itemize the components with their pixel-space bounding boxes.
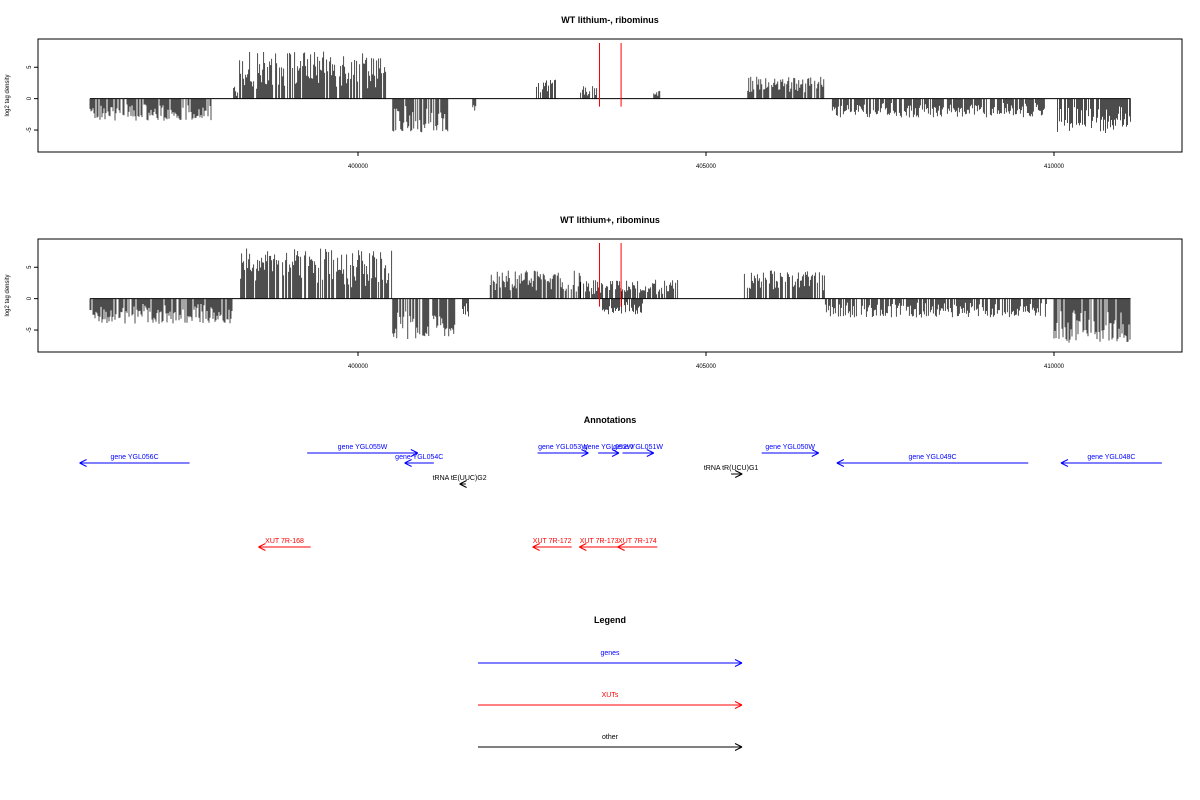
y-axis: -5 0 5 log2 tag density <box>5 65 39 133</box>
y-tick-label: 5 <box>27 265 33 269</box>
x-axis: 400000 405000 410000 <box>348 351 1065 370</box>
x-tick-label: 405000 <box>696 364 717 370</box>
feature-arrow-gene: gene YGL053W <box>537 444 589 457</box>
feature-label: tRNA tE(UUC)G2 <box>433 475 487 482</box>
feature-label: XUT 7R-173 <box>580 538 619 545</box>
legend: Legend genes XUTs other <box>478 615 743 751</box>
legend-label: XUTs <box>602 692 619 699</box>
feature-arrow-xut: XUT 7R-168 <box>258 538 311 551</box>
feature-arrow-xut: XUT 7R-172 <box>532 538 572 551</box>
feature-label: gene YGL052W <box>584 444 634 451</box>
y-axis-label: log2 tag density <box>5 74 11 116</box>
feature-arrow-gene: gene YGL050W <box>761 444 819 457</box>
feature-label: gene YGL055W <box>338 444 388 451</box>
feature-arrow-xut: XUT 7R-173 <box>579 538 619 551</box>
feature-arrow-gene: gene YGL054C <box>395 454 443 467</box>
chart-title: WT lithium-, ribominus <box>561 15 659 25</box>
feature-label: XUT 7R-174 <box>618 538 657 545</box>
x-axis: 400000 405000 410000 <box>348 151 1065 170</box>
feature-arrow-gene: gene YGL051W <box>613 444 663 457</box>
coverage-panel-lithium-minus: WT lithium-, ribominus -5 0 5 log2 tag dens… <box>5 15 1183 170</box>
feature-label: gene YGL053W <box>538 444 588 451</box>
x-tick-label: 400000 <box>348 164 369 170</box>
x-tick-label: 410000 <box>1044 364 1065 370</box>
legend-item-xut: XUTs <box>478 692 743 709</box>
feature-label: XUT 7R-172 <box>533 538 572 545</box>
legend-title: Legend <box>594 615 626 625</box>
legend-label: other <box>602 734 619 741</box>
feature-label: gene YGL050W <box>765 444 815 451</box>
feature-label: gene YGL051W <box>613 444 663 451</box>
x-tick-label: 400000 <box>348 364 369 370</box>
density-series <box>89 51 1131 133</box>
x-tick-label: 410000 <box>1044 164 1065 170</box>
feature-arrow-other: tRNA tE(UUC)G2 <box>433 475 487 488</box>
density-series <box>89 248 1131 343</box>
plot-frame <box>37 38 1183 153</box>
density-bars <box>89 51 1131 133</box>
y-tick-label: 0 <box>27 96 33 100</box>
y-axis: -5 0 5 log2 tag density <box>5 265 39 333</box>
feature-arrow-xut: XUT 7R-174 <box>617 538 658 551</box>
density-bars <box>89 248 1131 343</box>
feature-label: gene YGL048C <box>1087 454 1135 461</box>
feature-label: tRNA tR(UCU)G1 <box>704 465 759 472</box>
legend-label: genes <box>600 650 620 657</box>
annotation-track: Annotations gene YGL056C gene YGL055W gene… <box>79 415 1162 551</box>
legend-item-other: other <box>478 734 743 751</box>
feature-arrow-other: tRNA tR(UCU)G1 <box>704 465 759 478</box>
y-tick-label: -5 <box>27 327 33 333</box>
coverage-panel-lithium-plus: WT lithium+, ribominus -5 0 5 log2 tag dens… <box>5 215 1183 370</box>
y-tick-label: -5 <box>27 127 33 133</box>
feature-label: gene YGL056C <box>111 454 159 461</box>
y-tick-label: 0 <box>27 296 33 300</box>
feature-arrow-gene: gene YGL055W <box>307 444 419 457</box>
chart-title: WT lithium+, ribominus <box>560 215 660 225</box>
feature-label: gene YGL049C <box>908 454 956 461</box>
annotations-title: Annotations <box>584 415 637 425</box>
feature-arrow-gene: gene YGL052W <box>584 444 634 457</box>
x-tick-label: 405000 <box>696 164 717 170</box>
y-axis-label: log2 tag density <box>5 274 11 316</box>
legend-item-gene: genes <box>478 650 743 667</box>
y-tick-label: 5 <box>27 65 33 69</box>
feature-label: XUT 7R-168 <box>265 538 304 545</box>
feature-arrow-gene: gene YGL048C <box>1060 454 1162 467</box>
feature-label: gene YGL054C <box>395 454 443 461</box>
feature-arrow-gene: gene YGL049C <box>836 454 1029 467</box>
feature-arrow-gene: gene YGL056C <box>79 454 190 467</box>
